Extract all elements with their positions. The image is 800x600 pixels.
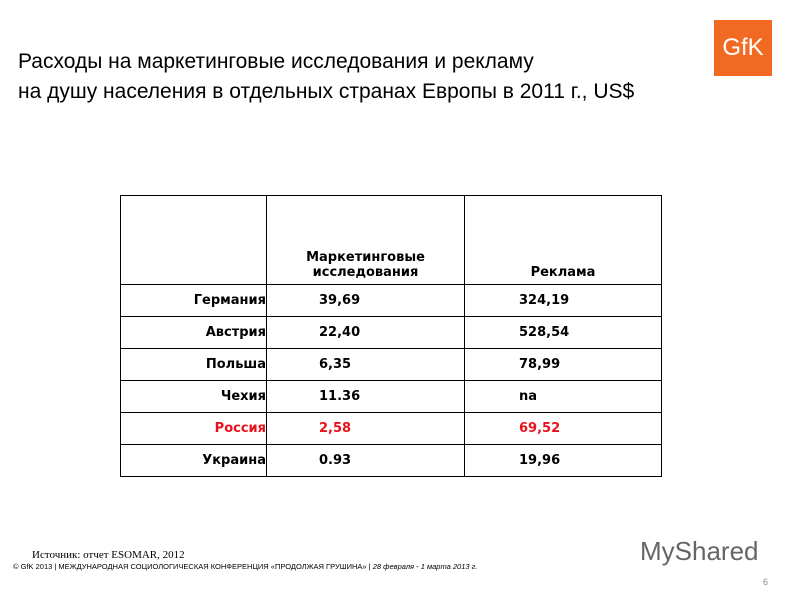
cell: 78,99 <box>464 348 662 381</box>
title-line: Расходы на маркетинговые исследования и … <box>18 50 534 73</box>
cell: 6,35 <box>266 348 465 381</box>
cell: Украина <box>120 444 267 477</box>
title-line: на душу населения в отдельных странах Ев… <box>18 80 635 103</box>
cell: 324,19 <box>464 284 662 317</box>
data-table: Маркетинговые исследования Реклама Германи… <box>120 195 662 477</box>
column-header <box>120 195 267 285</box>
cell: 0.93 <box>266 444 465 477</box>
page-number: 6 <box>763 577 769 587</box>
cell: Германия <box>120 284 267 317</box>
column-header: Маркетинговые исследования <box>266 195 465 285</box>
footer-date: 28 февраля - 1 марта 2013 г. <box>372 562 478 571</box>
source: Источник: отчет ESOMAR, 2012 <box>32 549 185 561</box>
cell: Россия <box>120 412 267 445</box>
cell: Австрия <box>120 316 267 349</box>
column-header: Реклама <box>464 195 662 285</box>
cell: 2,58 <box>266 412 465 445</box>
table-row: Австрия 22,40 528,54 <box>120 316 662 349</box>
cell: 19,96 <box>464 444 662 477</box>
cell: Чехия <box>120 380 267 413</box>
footer-text: © GfK 2013 | МЕЖДУНАРОДНАЯ СОЦИОЛОГИЧЕСК… <box>13 562 371 571</box>
table-row: Польша 6,35 78,99 <box>120 348 662 381</box>
footer: © GfK 2013 | МЕЖДУНАРОДНАЯ СОЦИОЛОГИЧЕСК… <box>13 562 477 571</box>
cell: 22,40 <box>266 316 465 349</box>
cell: Польша <box>120 348 267 381</box>
logo: GfK <box>714 20 772 76</box>
table-row: Чехия 11.36 na <box>120 380 662 413</box>
watermark: MyShared <box>640 536 759 566</box>
cell: 11.36 <box>266 380 465 413</box>
cell: 69,52 <box>464 412 662 445</box>
header-row: Маркетинговые исследования Реклама <box>120 195 662 285</box>
cell: 39,69 <box>266 284 465 317</box>
table-row: Украина 0.93 19,96 <box>120 444 662 477</box>
cell: 528,54 <box>464 316 662 349</box>
table-row: Германия 39,69 324,19 <box>120 284 662 317</box>
cell: na <box>464 380 662 413</box>
table-row: Россия 2,58 69,52 <box>120 412 662 445</box>
